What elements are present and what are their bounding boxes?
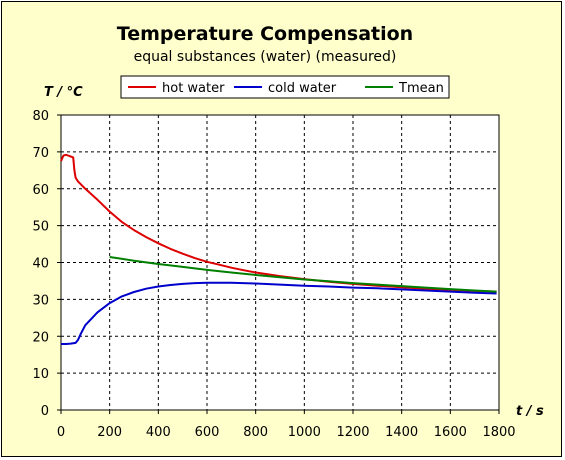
x-tick-label: 800 [243, 425, 268, 440]
x-tick-label: 1000 [288, 425, 321, 440]
axis-ticks: 0 200 400 600 800 1000 1200 1400 1600 1800 0 10 20 30… [32, 109, 515, 440]
y-tick-label: 80 [32, 109, 49, 124]
y-tick-label: 30 [32, 293, 49, 308]
x-tick-label: 400 [146, 425, 171, 440]
x-tick-label: 1800 [482, 425, 515, 440]
y-tick-label: 60 [32, 183, 49, 198]
series-line-tmean [109, 256, 497, 293]
series-line-cold-water [61, 281, 497, 345]
x-tick-label: 1400 [385, 425, 418, 440]
legend-label: cold water [268, 81, 337, 96]
y-tick-label: 40 [32, 257, 49, 272]
y-tick-label: 10 [32, 367, 49, 382]
chart-subtitle: equal substances (water) (measured) [134, 49, 397, 65]
x-tick-label: 0 [57, 425, 65, 440]
legend-label: hot water [162, 81, 225, 96]
y-tick-label: 0 [41, 404, 49, 419]
legend-box [120, 75, 450, 99]
legend: hot water cold water Tmean [120, 75, 450, 99]
x-tick-label: 1600 [434, 425, 467, 440]
x-axis-label: t / s [516, 404, 544, 419]
grid-lines [61, 115, 499, 410]
x-tick-label: 600 [195, 425, 220, 440]
series-lines [60, 153, 497, 345]
x-tick-label: 1200 [336, 425, 369, 440]
chart-title: Temperature Compensation [117, 23, 413, 45]
y-axis-label: T / °C [44, 85, 83, 100]
x-tick-label: 200 [97, 425, 122, 440]
y-tick-label: 20 [32, 330, 49, 345]
y-tick-label: 70 [32, 146, 49, 161]
legend-label: Tmean [398, 81, 444, 96]
y-tick-label: 50 [32, 220, 49, 235]
